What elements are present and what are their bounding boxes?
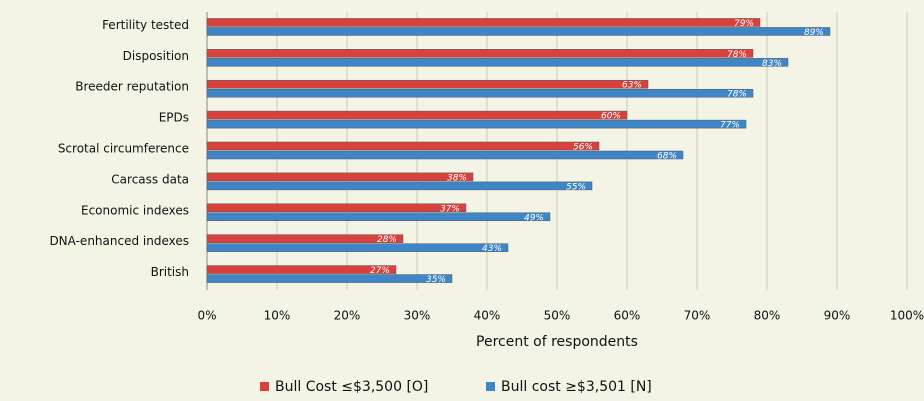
- bar: [206, 212, 551, 222]
- y-tick-label: British: [151, 265, 189, 279]
- value-label: 27%: [370, 266, 390, 276]
- x-tick-label: 90%: [824, 309, 851, 323]
- legend-label: Bull cost ≥$3,501 [N]: [501, 379, 652, 395]
- value-label: 78%: [727, 90, 747, 100]
- x-tick-label: 30%: [404, 309, 431, 323]
- x-tick-label: 0%: [197, 309, 216, 323]
- bar: [206, 88, 754, 98]
- value-label: 35%: [426, 275, 446, 285]
- bar: [206, 27, 831, 36]
- value-label: 56%: [573, 143, 593, 153]
- value-label: 60%: [601, 112, 621, 122]
- value-label: 89%: [804, 28, 824, 38]
- bar: [206, 265, 397, 274]
- bar: [206, 172, 474, 182]
- y-tick-label: DNA-enhanced indexes: [49, 234, 189, 248]
- x-tick-label: 100%: [890, 309, 924, 323]
- bar: [206, 58, 789, 67]
- x-tick-label: 70%: [684, 309, 711, 323]
- bar: [206, 181, 593, 191]
- bar: [206, 119, 747, 129]
- bar: [206, 243, 509, 252]
- bar: [206, 18, 761, 27]
- y-tick-label: EPDs: [159, 111, 189, 125]
- bar: [206, 274, 453, 283]
- value-label: 28%: [377, 235, 397, 245]
- x-tick-label: 40%: [474, 309, 501, 323]
- y-tick-label: Fertility tested: [102, 18, 189, 32]
- bar: [206, 49, 754, 58]
- bar: [206, 141, 600, 151]
- x-tick-label: 50%: [544, 309, 571, 323]
- bar: [206, 234, 404, 243]
- bar: [206, 150, 684, 160]
- value-label: 55%: [566, 182, 586, 192]
- legend-swatch: [486, 382, 495, 391]
- bar: [206, 110, 628, 120]
- legend-swatch: [260, 382, 269, 391]
- value-label: 38%: [447, 173, 467, 183]
- y-tick-label: Disposition: [123, 49, 189, 63]
- x-tick-label: 60%: [614, 309, 641, 323]
- x-tick-label: 20%: [334, 309, 361, 323]
- x-tick-label: 80%: [754, 309, 781, 323]
- bar: [206, 79, 649, 89]
- value-label: 68%: [657, 152, 677, 162]
- y-tick-label: Scrotal circumference: [58, 142, 189, 156]
- y-tick-label: Economic indexes: [81, 203, 189, 217]
- value-label: 63%: [622, 81, 642, 91]
- value-label: 43%: [482, 244, 502, 254]
- value-label: 37%: [440, 204, 460, 214]
- value-label: 77%: [720, 121, 740, 131]
- value-label: 49%: [524, 213, 544, 223]
- value-label: 78%: [727, 50, 747, 60]
- value-label: 79%: [734, 19, 754, 29]
- x-tick-label: 10%: [264, 309, 291, 323]
- y-tick-label: Carcass data: [111, 172, 189, 186]
- value-label: 83%: [762, 59, 782, 69]
- legend-label: Bull Cost ≤$3,500 [O]: [275, 379, 428, 395]
- bar: [206, 203, 467, 213]
- y-tick-label: Breeder reputation: [75, 80, 189, 94]
- x-axis-label: Percent of respondents: [476, 334, 638, 350]
